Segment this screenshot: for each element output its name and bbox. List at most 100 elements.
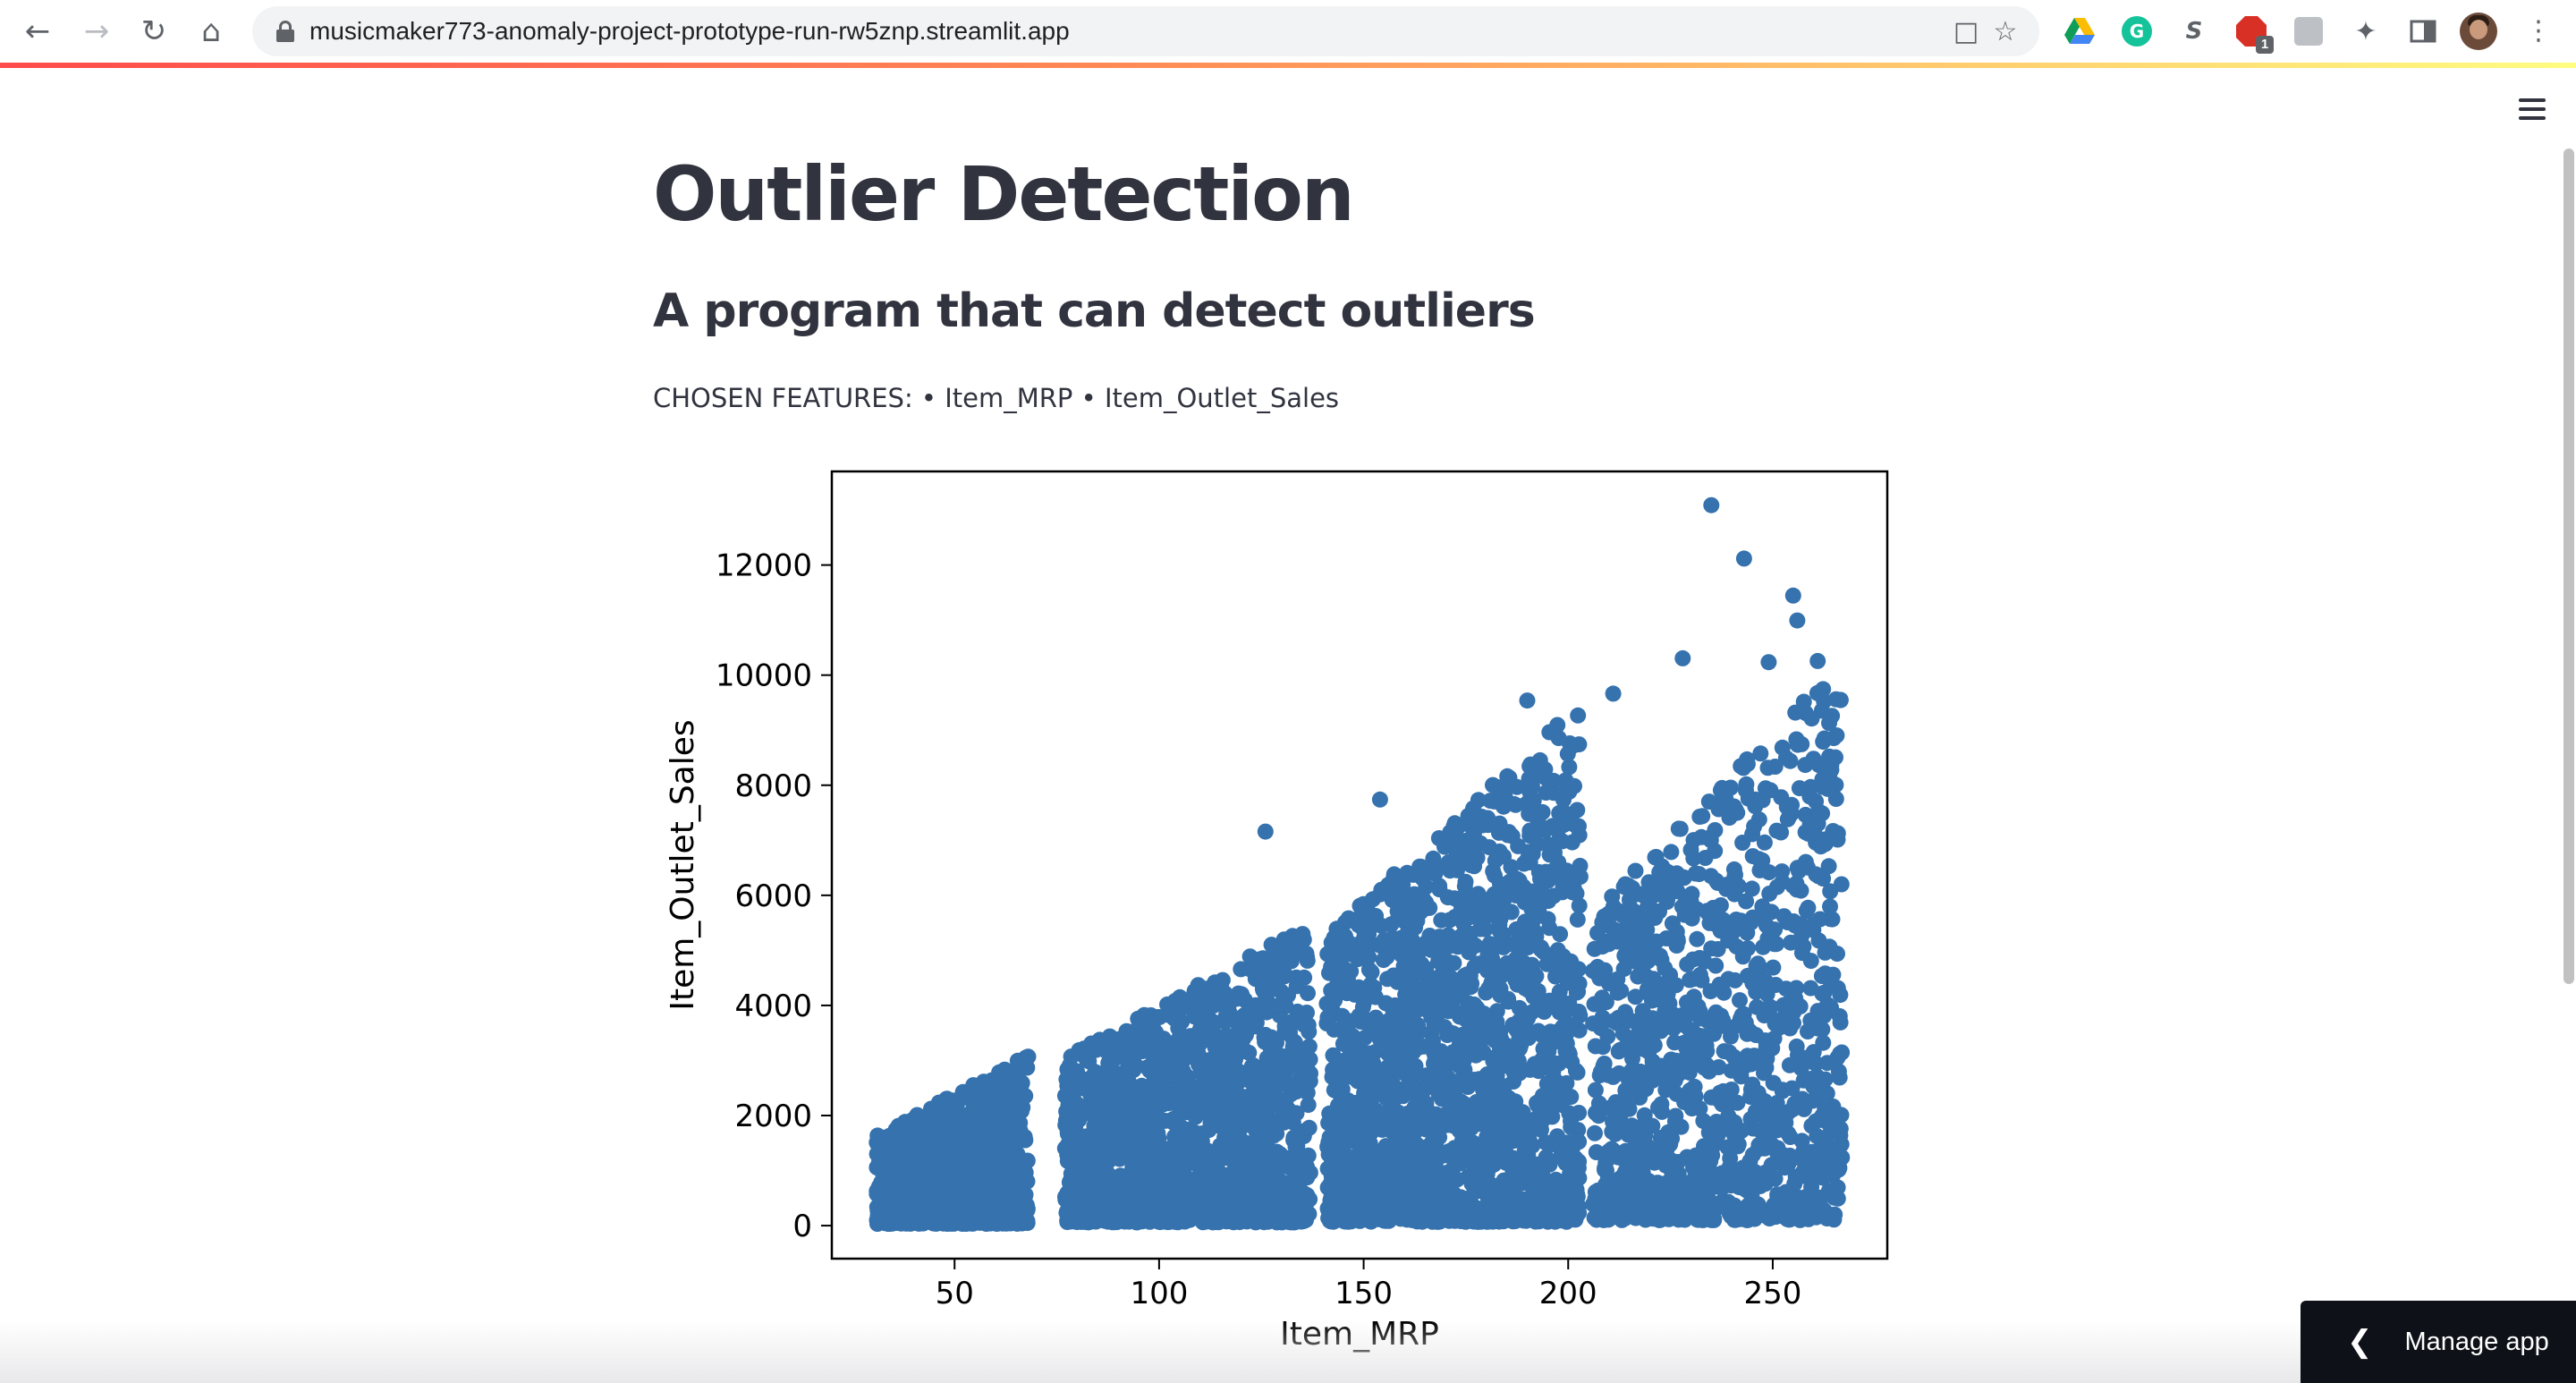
scatter-point — [1011, 1183, 1028, 1200]
scatter-point — [1289, 1079, 1306, 1096]
scatter-point — [1063, 1048, 1080, 1065]
scatter-point — [1372, 1187, 1389, 1204]
scatter-point — [1607, 922, 1624, 939]
forward-arrow-icon[interactable]: → — [83, 13, 110, 49]
adblock-icon[interactable]: 1 — [2234, 14, 2274, 54]
scatter-point — [1693, 971, 1710, 988]
scatter-point — [1291, 1152, 1308, 1169]
scatter-point — [1603, 1141, 1620, 1158]
scatter-point — [906, 1150, 922, 1167]
profile-avatar[interactable] — [2460, 13, 2497, 50]
scatter-point — [1537, 869, 1554, 886]
scatter-point — [1775, 908, 1792, 925]
scatter-point — [1710, 1059, 1727, 1075]
scatter-point — [1426, 1016, 1443, 1033]
home-icon[interactable]: ⌂ — [201, 13, 221, 49]
scatter-point — [1497, 1055, 1514, 1072]
scatter-point — [1559, 745, 1576, 762]
scatter-point — [1500, 1207, 1517, 1224]
scatter-point — [1424, 1035, 1441, 1052]
scatter-point — [1249, 1212, 1265, 1229]
scatter-point — [1190, 1169, 1207, 1186]
scatter-point — [928, 1100, 945, 1117]
scatter-point — [1223, 1079, 1240, 1096]
scatter-point — [1653, 1096, 1670, 1113]
scatter-point — [1272, 996, 1289, 1013]
s-extension-icon[interactable]: S — [2185, 18, 2203, 45]
scatter-point — [1571, 1105, 1588, 1121]
scatter-point — [1765, 959, 1782, 976]
scatter-point — [1774, 739, 1791, 756]
scatter-point — [1256, 1176, 1273, 1193]
scatter-point — [1144, 1132, 1161, 1148]
scatter-point — [1701, 914, 1718, 931]
page-scrollbar[interactable] — [2563, 148, 2574, 984]
scatter-point — [1383, 916, 1400, 933]
scatter-point — [1510, 949, 1527, 966]
scatter-point — [1793, 945, 1810, 962]
scatter-point — [1585, 1015, 1602, 1032]
scatter-point — [1233, 1169, 1250, 1185]
scatter-point — [1421, 928, 1438, 944]
scatter-point — [1256, 1145, 1273, 1162]
scatter-point — [1821, 1145, 1837, 1162]
reload-icon[interactable]: ↻ — [140, 13, 167, 49]
scatter-point — [1477, 921, 1494, 938]
scatter-point — [877, 1160, 894, 1177]
scatter-point — [1829, 980, 1846, 997]
scatter-point — [1144, 1102, 1161, 1118]
scatter-point — [1118, 1022, 1135, 1039]
scatter-point — [1756, 834, 1773, 851]
scatter-point — [1586, 1209, 1603, 1226]
scatter-point — [1682, 1093, 1699, 1110]
bookmark-star-icon[interactable]: ☆ — [1993, 15, 2018, 47]
scatter-point — [1570, 707, 1587, 724]
google-drive-icon[interactable] — [2063, 14, 2097, 48]
scatter-point — [1727, 802, 1744, 818]
scatter-point — [1403, 931, 1420, 948]
back-arrow-icon[interactable]: ← — [24, 13, 51, 49]
url-text[interactable]: musicmaker773-anomaly-project-prototype-… — [309, 17, 1070, 45]
scatter-point — [1356, 1030, 1373, 1047]
scatter-point — [1812, 806, 1829, 823]
side-panel-icon[interactable] — [2406, 14, 2440, 48]
lock-icon[interactable] — [275, 21, 295, 42]
translate-extension-icon[interactable] — [2292, 14, 2326, 48]
scatter-point — [1336, 1025, 1353, 1042]
share-icon[interactable]: □ — [1953, 15, 1979, 47]
scatter-point — [1832, 692, 1849, 708]
scatter-point — [1743, 880, 1760, 897]
scatter-point — [947, 1169, 964, 1186]
scatter-point — [1653, 952, 1670, 968]
scatter-point — [1360, 1012, 1377, 1029]
scatter-point — [901, 1202, 918, 1219]
scatter-point — [1496, 848, 1513, 865]
scatter-point — [1553, 1148, 1569, 1165]
scatter-point — [1059, 1107, 1076, 1124]
extensions-puzzle-icon[interactable]: ✦ — [2354, 15, 2377, 47]
scatter-point — [1533, 883, 1550, 900]
scatter-point — [1758, 973, 1774, 989]
scatter-point — [1167, 994, 1184, 1011]
scatter-point — [1800, 825, 1817, 842]
scatter-point — [1411, 858, 1428, 875]
scatter-point — [1143, 1027, 1160, 1044]
scatter-point — [1356, 1149, 1373, 1166]
scatter-point — [1078, 1050, 1095, 1067]
scatter-point — [1343, 1213, 1360, 1230]
address-bar[interactable]: musicmaker773-anomaly-project-prototype-… — [252, 6, 2039, 56]
scatter-point — [1552, 926, 1569, 943]
browser-menu-icon[interactable]: ⋮ — [2525, 15, 2552, 47]
grammarly-icon[interactable]: G — [2120, 14, 2154, 48]
scatter-point — [1253, 1065, 1270, 1082]
scatter-point — [1067, 1141, 1084, 1158]
scatter-point — [1117, 1175, 1134, 1192]
scatter-point — [1651, 870, 1667, 887]
scatter-point — [909, 1107, 926, 1124]
scatter-point — [941, 1113, 958, 1130]
scatter-point — [1287, 1139, 1304, 1155]
scatter-point — [1679, 1149, 1696, 1166]
scatter-point — [1370, 1143, 1386, 1160]
scatter-point — [1368, 1107, 1385, 1124]
main-menu-icon[interactable] — [2517, 97, 2549, 122]
